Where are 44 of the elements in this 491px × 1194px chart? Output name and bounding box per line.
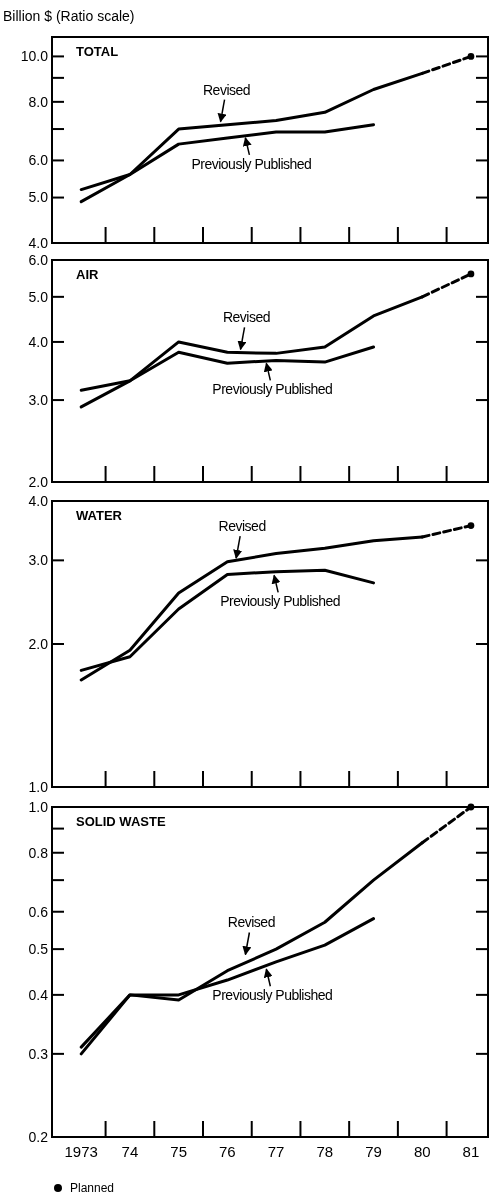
x-tick-label: 81 [462, 1143, 480, 1160]
y-tick-label: 2.0 [28, 635, 49, 652]
x-tick-label: 78 [316, 1143, 334, 1160]
annotation: Previously Published [191, 155, 312, 172]
y-tick-label: 2.0 [28, 473, 49, 490]
y-tick-label: 10.0 [20, 48, 49, 65]
y-tick-label: 4.0 [28, 333, 49, 350]
y-tick-label: 8.0 [28, 93, 49, 110]
annotation: Previously Published [220, 593, 341, 610]
x-tick-label: 80 [413, 1143, 431, 1160]
x-tick-label: 77 [267, 1143, 285, 1160]
annotation: Revised [227, 914, 275, 931]
x-tick-label: 76 [219, 1143, 236, 1160]
annotation: Previously Published [212, 987, 333, 1004]
y-axis-title: Billion $ (Ratio scale) [3, 8, 135, 24]
y-tick-label: 0.6 [28, 903, 49, 920]
x-tick-label: 1973 [64, 1143, 98, 1160]
annotation: Revised [222, 309, 271, 326]
y-tick-label: 6.0 [28, 251, 49, 268]
legend-label: Planned [70, 1181, 115, 1194]
y-tick-label: 0.2 [28, 1128, 49, 1145]
text: SOLID WASTE [76, 814, 166, 829]
x-tick-label: 75 [170, 1143, 187, 1160]
y-tick-label: 0.4 [28, 986, 49, 1003]
y-tick-label: 6.0 [28, 152, 49, 169]
x-tick-label: 74 [121, 1143, 139, 1160]
y-tick-label: 3.0 [28, 391, 49, 408]
y-tick-label: 5.0 [28, 288, 49, 305]
y-tick-label: 4.0 [28, 234, 49, 251]
text: WATER [76, 508, 123, 523]
annotation: Revised [218, 518, 266, 535]
text: AIR [76, 267, 99, 282]
y-tick-label: 5.0 [28, 189, 49, 206]
annotation: Previously Published [212, 381, 333, 398]
y-tick-label: 0.5 [28, 941, 49, 958]
x-tick-label: 79 [365, 1143, 382, 1160]
annotation: Revised [203, 81, 251, 98]
y-tick-label: 0.8 [28, 844, 49, 861]
y-tick-label: 1.0 [28, 778, 49, 795]
y-tick-label: 3.0 [28, 552, 49, 569]
y-tick-label: 0.3 [28, 1045, 49, 1062]
y-tick-label: 4.0 [28, 492, 49, 509]
text: TOTAL [76, 44, 119, 59]
y-tick-label: 1.0 [28, 798, 49, 815]
